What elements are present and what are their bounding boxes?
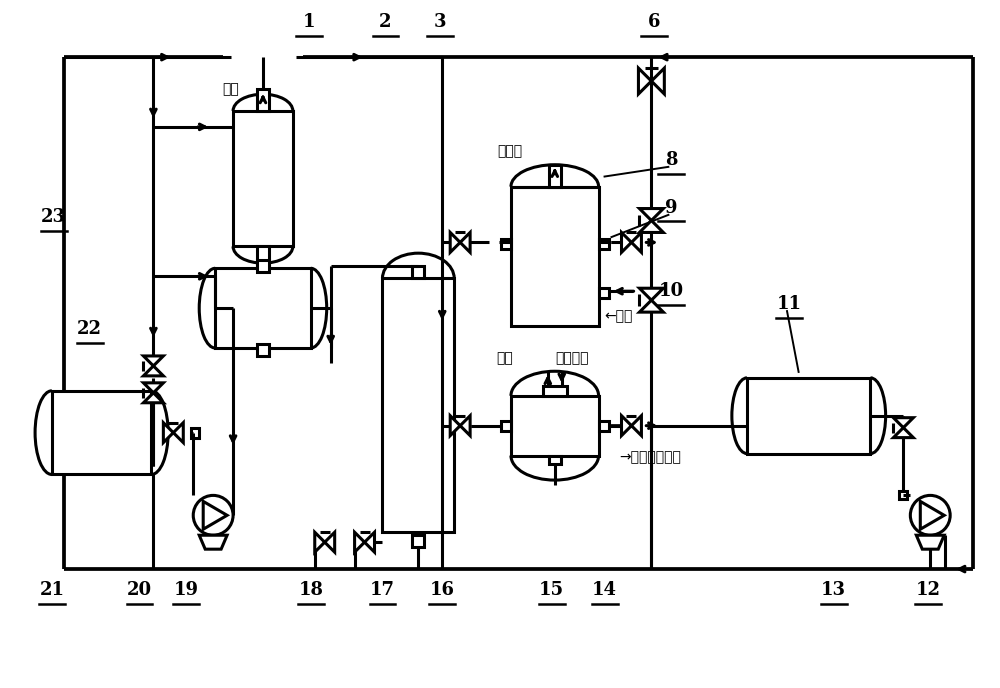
Text: 1: 1 bbox=[303, 13, 315, 31]
Bar bbox=[257, 246, 269, 268]
Text: 10: 10 bbox=[659, 282, 684, 300]
Polygon shape bbox=[450, 233, 460, 252]
Polygon shape bbox=[460, 233, 470, 252]
Text: 12: 12 bbox=[916, 581, 941, 599]
Polygon shape bbox=[631, 416, 641, 436]
Text: 17: 17 bbox=[370, 581, 395, 599]
Text: 6: 6 bbox=[648, 13, 661, 31]
Text: 22: 22 bbox=[77, 320, 102, 338]
Polygon shape bbox=[143, 366, 163, 376]
Text: ←空气: ←空气 bbox=[605, 309, 633, 323]
Text: 磷盐母液: 磷盐母液 bbox=[555, 351, 588, 365]
Bar bbox=[382, 278, 454, 533]
Bar bbox=[899, 491, 907, 499]
Polygon shape bbox=[143, 383, 163, 393]
Polygon shape bbox=[450, 416, 460, 436]
Circle shape bbox=[910, 495, 950, 535]
Polygon shape bbox=[920, 502, 944, 529]
Polygon shape bbox=[638, 68, 651, 94]
Text: 9: 9 bbox=[665, 199, 678, 217]
Polygon shape bbox=[460, 416, 470, 436]
Bar bbox=[549, 455, 561, 464]
Bar bbox=[543, 386, 567, 396]
Bar bbox=[412, 266, 424, 278]
Polygon shape bbox=[365, 533, 375, 552]
Polygon shape bbox=[143, 393, 163, 402]
Bar bbox=[501, 239, 511, 249]
Text: 放空: 放空 bbox=[223, 82, 239, 96]
Text: →浓缩磷盐母液: →浓缩磷盐母液 bbox=[620, 451, 681, 464]
Polygon shape bbox=[916, 535, 944, 549]
Text: 18: 18 bbox=[298, 581, 323, 599]
Bar bbox=[599, 420, 609, 431]
Bar bbox=[257, 89, 269, 111]
Polygon shape bbox=[143, 356, 163, 366]
Bar bbox=[501, 420, 511, 431]
Polygon shape bbox=[163, 422, 173, 442]
Bar bbox=[215, 268, 311, 348]
Text: 21: 21 bbox=[39, 581, 64, 599]
Bar bbox=[599, 288, 609, 298]
Polygon shape bbox=[355, 533, 365, 552]
Bar bbox=[747, 378, 870, 453]
Polygon shape bbox=[651, 68, 664, 94]
Bar bbox=[412, 535, 424, 547]
Bar bbox=[511, 186, 599, 326]
Text: 19: 19 bbox=[174, 581, 199, 599]
Circle shape bbox=[193, 495, 233, 535]
Text: 14: 14 bbox=[592, 581, 617, 599]
Polygon shape bbox=[893, 418, 913, 428]
Bar bbox=[191, 428, 199, 438]
Polygon shape bbox=[639, 220, 663, 233]
Text: 15: 15 bbox=[539, 581, 564, 599]
Text: 8: 8 bbox=[665, 151, 678, 169]
Bar bbox=[257, 260, 269, 272]
Polygon shape bbox=[893, 428, 913, 438]
Polygon shape bbox=[631, 233, 641, 252]
Text: 2: 2 bbox=[379, 13, 392, 31]
Text: 11: 11 bbox=[776, 295, 801, 313]
Bar bbox=[52, 391, 151, 475]
Polygon shape bbox=[315, 533, 325, 552]
Polygon shape bbox=[622, 233, 631, 252]
Text: 13: 13 bbox=[821, 581, 846, 599]
Polygon shape bbox=[203, 502, 227, 529]
Polygon shape bbox=[639, 300, 663, 312]
Text: 16: 16 bbox=[430, 581, 455, 599]
Bar bbox=[257, 344, 269, 356]
Text: 3: 3 bbox=[434, 13, 446, 31]
Text: 干空气: 干空气 bbox=[497, 144, 523, 158]
Bar bbox=[549, 164, 561, 186]
Text: 蒸汽: 蒸汽 bbox=[497, 351, 513, 365]
Polygon shape bbox=[173, 422, 183, 442]
Bar bbox=[511, 396, 599, 455]
Polygon shape bbox=[639, 208, 663, 220]
Bar bbox=[599, 239, 609, 249]
Polygon shape bbox=[622, 416, 631, 436]
Polygon shape bbox=[325, 533, 335, 552]
Polygon shape bbox=[199, 535, 227, 549]
Text: 20: 20 bbox=[127, 581, 152, 599]
Text: 23: 23 bbox=[41, 208, 66, 226]
Bar bbox=[233, 111, 293, 246]
Polygon shape bbox=[639, 288, 663, 300]
